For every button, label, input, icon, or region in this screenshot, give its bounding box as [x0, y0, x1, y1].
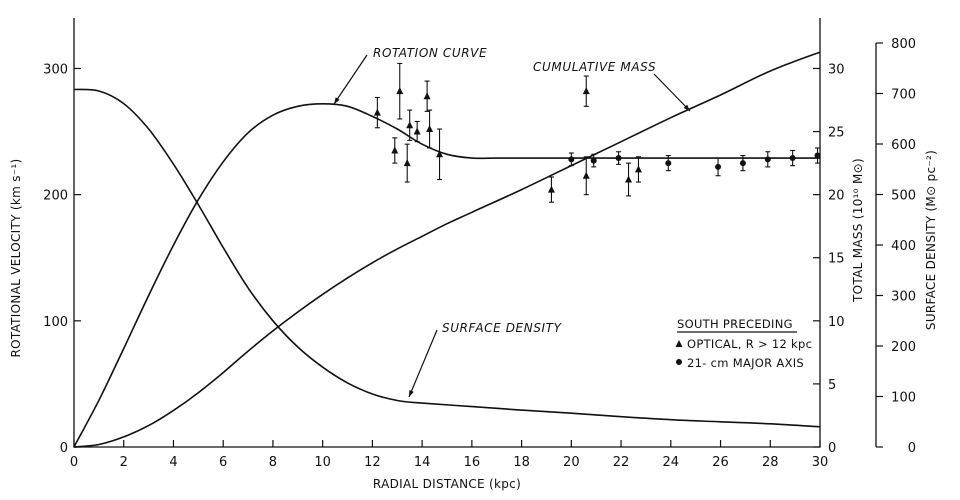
- point-optical: [426, 125, 434, 133]
- x-axis-title: RADIAL DISTANCE (kpc): [373, 477, 521, 491]
- curves: [73, 51, 821, 448]
- legend-label-optical: OPTICAL, R > 12 kpc: [687, 337, 812, 351]
- y-axis-left-title: ROTATIONAL VELOCITY (km s⁻¹): [9, 159, 23, 358]
- y-axis-density-title: SURFACE DENSITY (M⊙ pc⁻²): [924, 150, 938, 330]
- point-optical: [423, 92, 431, 100]
- mass-tick-label: 30: [828, 62, 845, 77]
- data-points: [373, 62, 821, 203]
- arrow-rotation-curve-head: [334, 97, 340, 104]
- x-tick-label: 22: [613, 455, 630, 470]
- point-21cm: [814, 152, 821, 159]
- x-tick-label: 24: [663, 455, 680, 470]
- density-tick-label: 700: [891, 88, 916, 103]
- point-optical: [634, 165, 642, 173]
- point-21cm: [764, 156, 771, 163]
- x-tick-label: 14: [414, 455, 431, 470]
- x-tick-label: 20: [563, 455, 580, 470]
- annotation-cumulative-mass: CUMULATIVE MASS: [533, 60, 656, 74]
- x-tick-label: 30: [812, 455, 829, 470]
- density-tick-label: 600: [891, 138, 916, 153]
- arrow-surface-density-head: [409, 390, 414, 397]
- legend: SOUTH PRECEDING OPTICAL, R > 12 kpc 21- …: [675, 317, 812, 370]
- left-tick-label: 0: [60, 441, 68, 456]
- x-tick-label: 8: [269, 455, 277, 470]
- arrow-cumulative-mass: [653, 73, 691, 112]
- legend-marker-21cm: [676, 359, 682, 365]
- legend-title: SOUTH PRECEDING: [677, 317, 793, 331]
- x-tick-label: 2: [120, 455, 128, 470]
- series-surface-density: [73, 88, 821, 428]
- point-optical: [582, 171, 590, 179]
- arrow-surface-density: [408, 329, 438, 398]
- density-tick-label: 300: [891, 290, 916, 305]
- point-21cm: [590, 157, 597, 164]
- legend-marker-optical: [675, 340, 683, 347]
- series-rotation-curve: [73, 102, 820, 448]
- point-optical: [406, 121, 414, 129]
- point-21cm: [715, 163, 722, 170]
- density-tick-label: 400: [891, 239, 916, 254]
- point-optical: [413, 127, 421, 135]
- point-optical: [436, 150, 444, 158]
- point-optical: [582, 87, 590, 95]
- arrow-cumulative-mass-head: [683, 104, 690, 111]
- left-tick-label: 300: [43, 62, 68, 77]
- mass-tick-label: 25: [828, 126, 845, 141]
- series-cumulative-mass: [73, 51, 821, 448]
- point-optical: [547, 185, 555, 193]
- point-optical: [396, 87, 404, 95]
- x-tick-label: 18: [513, 455, 530, 470]
- point-optical: [403, 159, 411, 167]
- y-axis-mass-title: TOTAL MASS (10¹⁰ M⊙): [851, 158, 865, 303]
- arrow-rotation-curve: [333, 54, 368, 105]
- annotation-rotation-curve: ROTATION CURVE: [373, 46, 487, 60]
- left-tick-label: 200: [43, 189, 68, 204]
- mass-tick-label: 15: [828, 252, 845, 267]
- x-tick-label: 16: [464, 455, 481, 470]
- annotation-surface-density: SURFACE DENSITY: [442, 321, 563, 335]
- density-tick-label: 100: [891, 391, 916, 406]
- x-tick-label: 28: [762, 455, 779, 470]
- point-21cm: [789, 155, 796, 162]
- point-21cm: [665, 160, 672, 167]
- point-21cm: [739, 160, 746, 167]
- x-tick-label: 10: [314, 455, 331, 470]
- mass-tick-label: 10: [828, 315, 845, 330]
- density-tick-label: 200: [891, 340, 916, 355]
- point-optical: [373, 108, 381, 116]
- x-tick-label: 12: [364, 455, 381, 470]
- x-tick-label: 26: [712, 455, 729, 470]
- legend-label-21cm: 21- cm MAJOR AXIS: [687, 356, 804, 370]
- mass-tick-label: 20: [828, 189, 845, 204]
- point-optical: [625, 175, 633, 183]
- mass-tick-label: 0: [828, 441, 836, 456]
- x-tick-label: 6: [219, 455, 227, 470]
- annotations: ROTATION CURVE CUMULATIVE MASS SURFACE D…: [333, 46, 691, 398]
- x-tick-label: 4: [169, 455, 177, 470]
- axes: 0 2 4 6 8 10 12 14 16 18 20 22 24 26 28 300100200300051…: [43, 18, 916, 470]
- mass-tick-label: 5: [828, 378, 836, 393]
- density-tick-label: 500: [891, 189, 916, 204]
- point-21cm: [615, 155, 622, 162]
- left-tick-label: 100: [43, 315, 68, 330]
- density-tick-label: 800: [891, 37, 916, 52]
- axis-titles: RADIAL DISTANCE (kpc) ROTATIONAL VELOCIT…: [9, 150, 938, 491]
- point-optical: [391, 146, 399, 154]
- density-tick-label: 0: [908, 441, 916, 456]
- x-tick-label: 0: [70, 455, 78, 470]
- plot-frame: [73, 18, 821, 448]
- point-21cm: [568, 156, 575, 163]
